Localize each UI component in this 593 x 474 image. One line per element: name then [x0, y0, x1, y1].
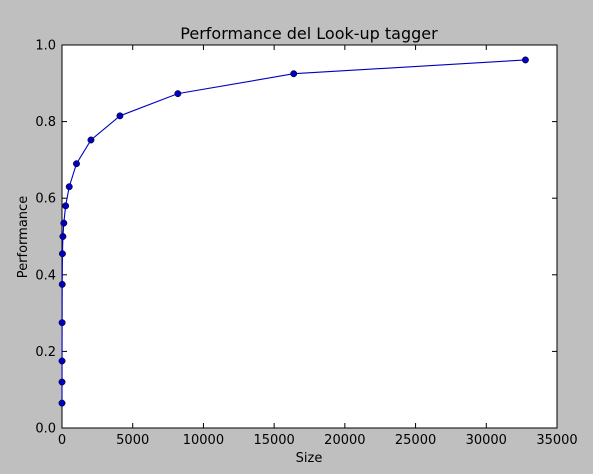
chart-title: Performance del Look-up tagger [180, 24, 438, 43]
x-axis: 0 5000 10000 15000 20000 25000 30000 35000 [58, 45, 578, 448]
series-layer [58, 56, 529, 407]
y-tick-label: 0.0 [35, 422, 56, 437]
data-point [65, 183, 73, 191]
data-point [59, 233, 67, 240]
x-tick-label: 35000 [536, 433, 577, 448]
data-point [73, 160, 80, 168]
data-point [62, 202, 70, 210]
data-point [58, 378, 66, 386]
data-point [60, 219, 68, 227]
plot-area [62, 45, 557, 428]
data-point [59, 250, 66, 258]
data-point [87, 136, 95, 144]
data-point [58, 357, 66, 365]
data-point [174, 90, 182, 98]
y-axis: 0.0 0.2 0.4 0.6 0.8 1.0 [35, 39, 557, 437]
data-point [116, 112, 124, 120]
x-tick-label: 10000 [183, 433, 224, 448]
series-line [61, 59, 526, 404]
data-point [58, 399, 66, 407]
x-tick-label: 25000 [395, 433, 436, 448]
data-point [58, 319, 66, 327]
y-tick-label: 0.2 [35, 345, 56, 360]
y-tick-label: 0.6 [35, 192, 56, 207]
y-axis-label: Performance [16, 196, 31, 278]
data-point [290, 70, 298, 78]
y-tick-label: 1.0 [35, 39, 56, 54]
x-tick-label: 20000 [324, 433, 365, 448]
data-point [58, 280, 66, 288]
y-tick-label: 0.4 [35, 268, 56, 283]
x-tick-label: 5000 [116, 433, 149, 448]
x-tick-label: 15000 [253, 433, 294, 448]
x-axis-label: Size [296, 451, 323, 466]
x-tick-label: 30000 [466, 433, 507, 448]
x-tick-label: 0 [58, 433, 66, 448]
y-tick-label: 0.8 [35, 115, 56, 130]
data-point [521, 56, 529, 64]
